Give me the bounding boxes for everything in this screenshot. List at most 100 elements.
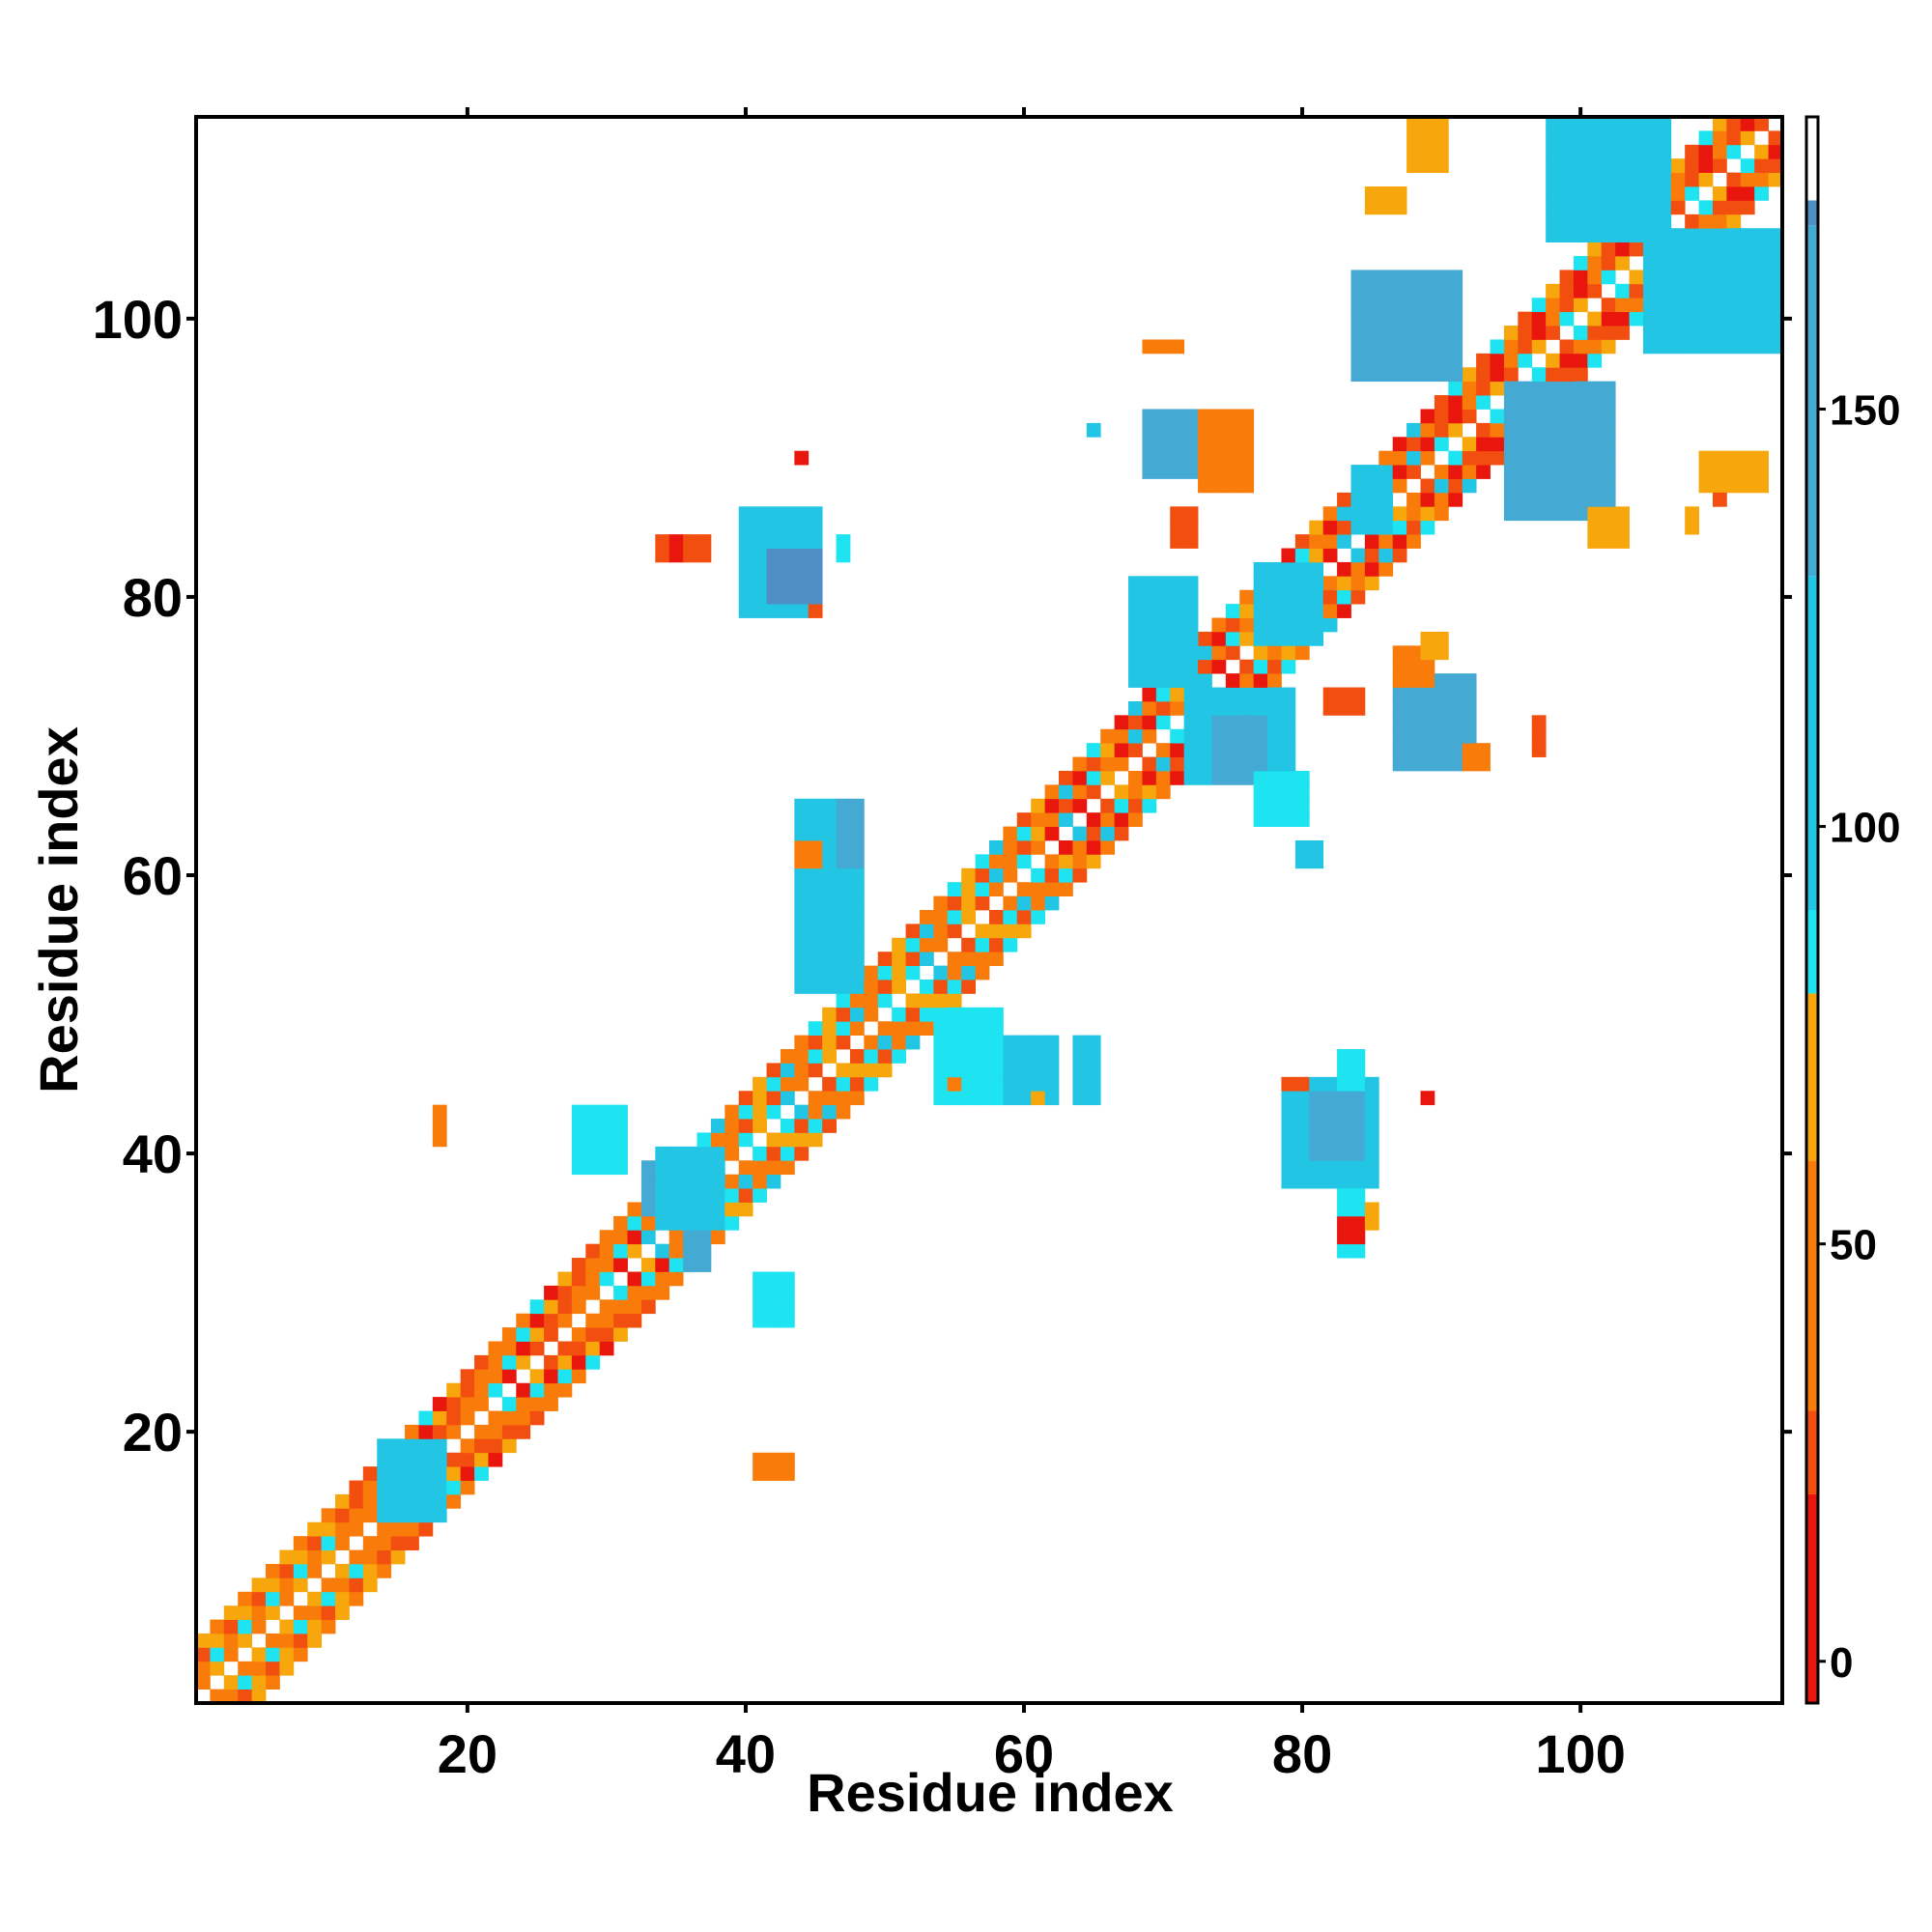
heatmap-cell [1503,450,1519,466]
x-tick-label: 60 [994,1723,1054,1784]
heatmap-cell [1726,298,1742,313]
heatmap-cell [1198,437,1212,452]
heatmap-cell [808,1063,823,1078]
heatmap-cell [1685,228,1699,243]
heatmap-cell [1294,548,1310,563]
heatmap-cell [1448,700,1463,716]
heatmap-cell [1155,631,1171,646]
heatmap-cell [307,1633,323,1648]
heatmap-cell [1225,770,1240,785]
heatmap-cell [390,1536,406,1550]
heatmap-cell [753,1313,767,1328]
heatmap-cell [362,1577,378,1593]
heatmap-cell [1350,478,1366,494]
heatmap-cell [808,839,823,855]
heatmap-cell [1253,673,1268,688]
heatmap-cell [877,952,893,967]
heatmap-cell [1490,437,1505,452]
heatmap-cell [1615,186,1630,201]
heatmap-cell [1615,172,1630,187]
heatmap-cell [1003,910,1018,924]
heatmap-cell [961,980,976,994]
heatmap-cell [544,1327,558,1342]
heatmap-cell [808,506,823,522]
heatmap-cell [1518,311,1533,327]
heatmap-cell [933,1007,949,1022]
heatmap-cell [808,604,823,618]
heatmap-cell [668,1230,684,1245]
heatmap-cell [947,910,962,924]
colorbar-band [1806,200,1818,226]
heatmap-cell [1615,506,1630,522]
heatmap-cell [1531,298,1547,313]
heatmap-cell [1490,353,1505,368]
heatmap-cell [1531,492,1547,507]
heatmap-cell [1267,687,1282,702]
heatmap-cell [1211,645,1227,661]
heatmap-cell [1378,283,1394,298]
heatmap-cell [1448,298,1463,313]
heatmap-cell [822,1021,837,1037]
heatmap-cell [1559,172,1575,187]
heatmap-cell [1601,506,1616,522]
heatmap-cell [794,910,810,924]
heatmap-cell [1642,283,1658,298]
heatmap-cell [1253,576,1268,591]
heatmap-cell [1253,784,1268,800]
heatmap-cell [1350,548,1366,563]
heatmap-cell [1364,1132,1379,1148]
heatmap-cell [1768,158,1783,174]
heatmap-cell [1253,659,1268,674]
heatmap-cell [1420,298,1435,313]
heatmap-cell [1420,450,1435,466]
heatmap-cell [780,1452,795,1467]
heatmap-cell [836,812,851,827]
colorbar-band [1806,117,1818,201]
heatmap-cell [1420,728,1435,744]
heatmap-cell [571,1369,586,1384]
heatmap-cell [1350,492,1366,507]
heatmap-cell [933,1049,949,1064]
heatmap-cell [544,1285,558,1300]
heatmap-cell [668,1174,684,1189]
heatmap-cell [849,965,865,980]
heatmap-cell [362,1493,378,1509]
heatmap-cell [1114,812,1129,827]
heatmap-cell [1434,700,1449,716]
heatmap-cell [1142,756,1157,772]
heatmap-cell [1601,270,1616,285]
heatmap-cell [1142,589,1157,605]
heatmap-cell [1406,645,1421,661]
heatmap-cell [1434,353,1449,368]
heatmap-cell [279,1633,295,1648]
heatmap-cell [808,1035,823,1050]
heatmap-cell [1392,437,1407,452]
heatmap-cell [335,1508,350,1523]
heatmap-cell [1364,548,1379,563]
heatmap-cell [1350,353,1366,368]
heatmap-cell [655,534,670,549]
heatmap-cell [1573,478,1588,494]
heatmap-cell [1294,1119,1310,1133]
heatmap-cell [849,937,865,952]
heatmap-cell [1629,283,1644,298]
heatmap-cell [1378,298,1394,313]
heatmap-cell [1128,604,1143,618]
heatmap-cell [947,1063,962,1078]
heatmap-cell [1170,339,1185,355]
heatmap-cell [1322,687,1338,702]
heatmap-cell [683,1230,697,1245]
heatmap-cell [1685,242,1699,257]
heatmap-cell [1392,478,1407,494]
heatmap-cell [794,798,810,813]
heatmap-cell [1420,270,1435,285]
heatmap-cell [1267,604,1282,618]
heatmap-cell [1462,465,1477,479]
heatmap-cell [655,1202,670,1217]
heatmap-cell [808,1021,823,1037]
heatmap-cell [1559,228,1575,243]
heatmap-cell [1490,422,1505,438]
heatmap-cell [1253,728,1268,744]
heatmap-cell [418,1508,434,1523]
heatmap-cell [1559,200,1575,215]
